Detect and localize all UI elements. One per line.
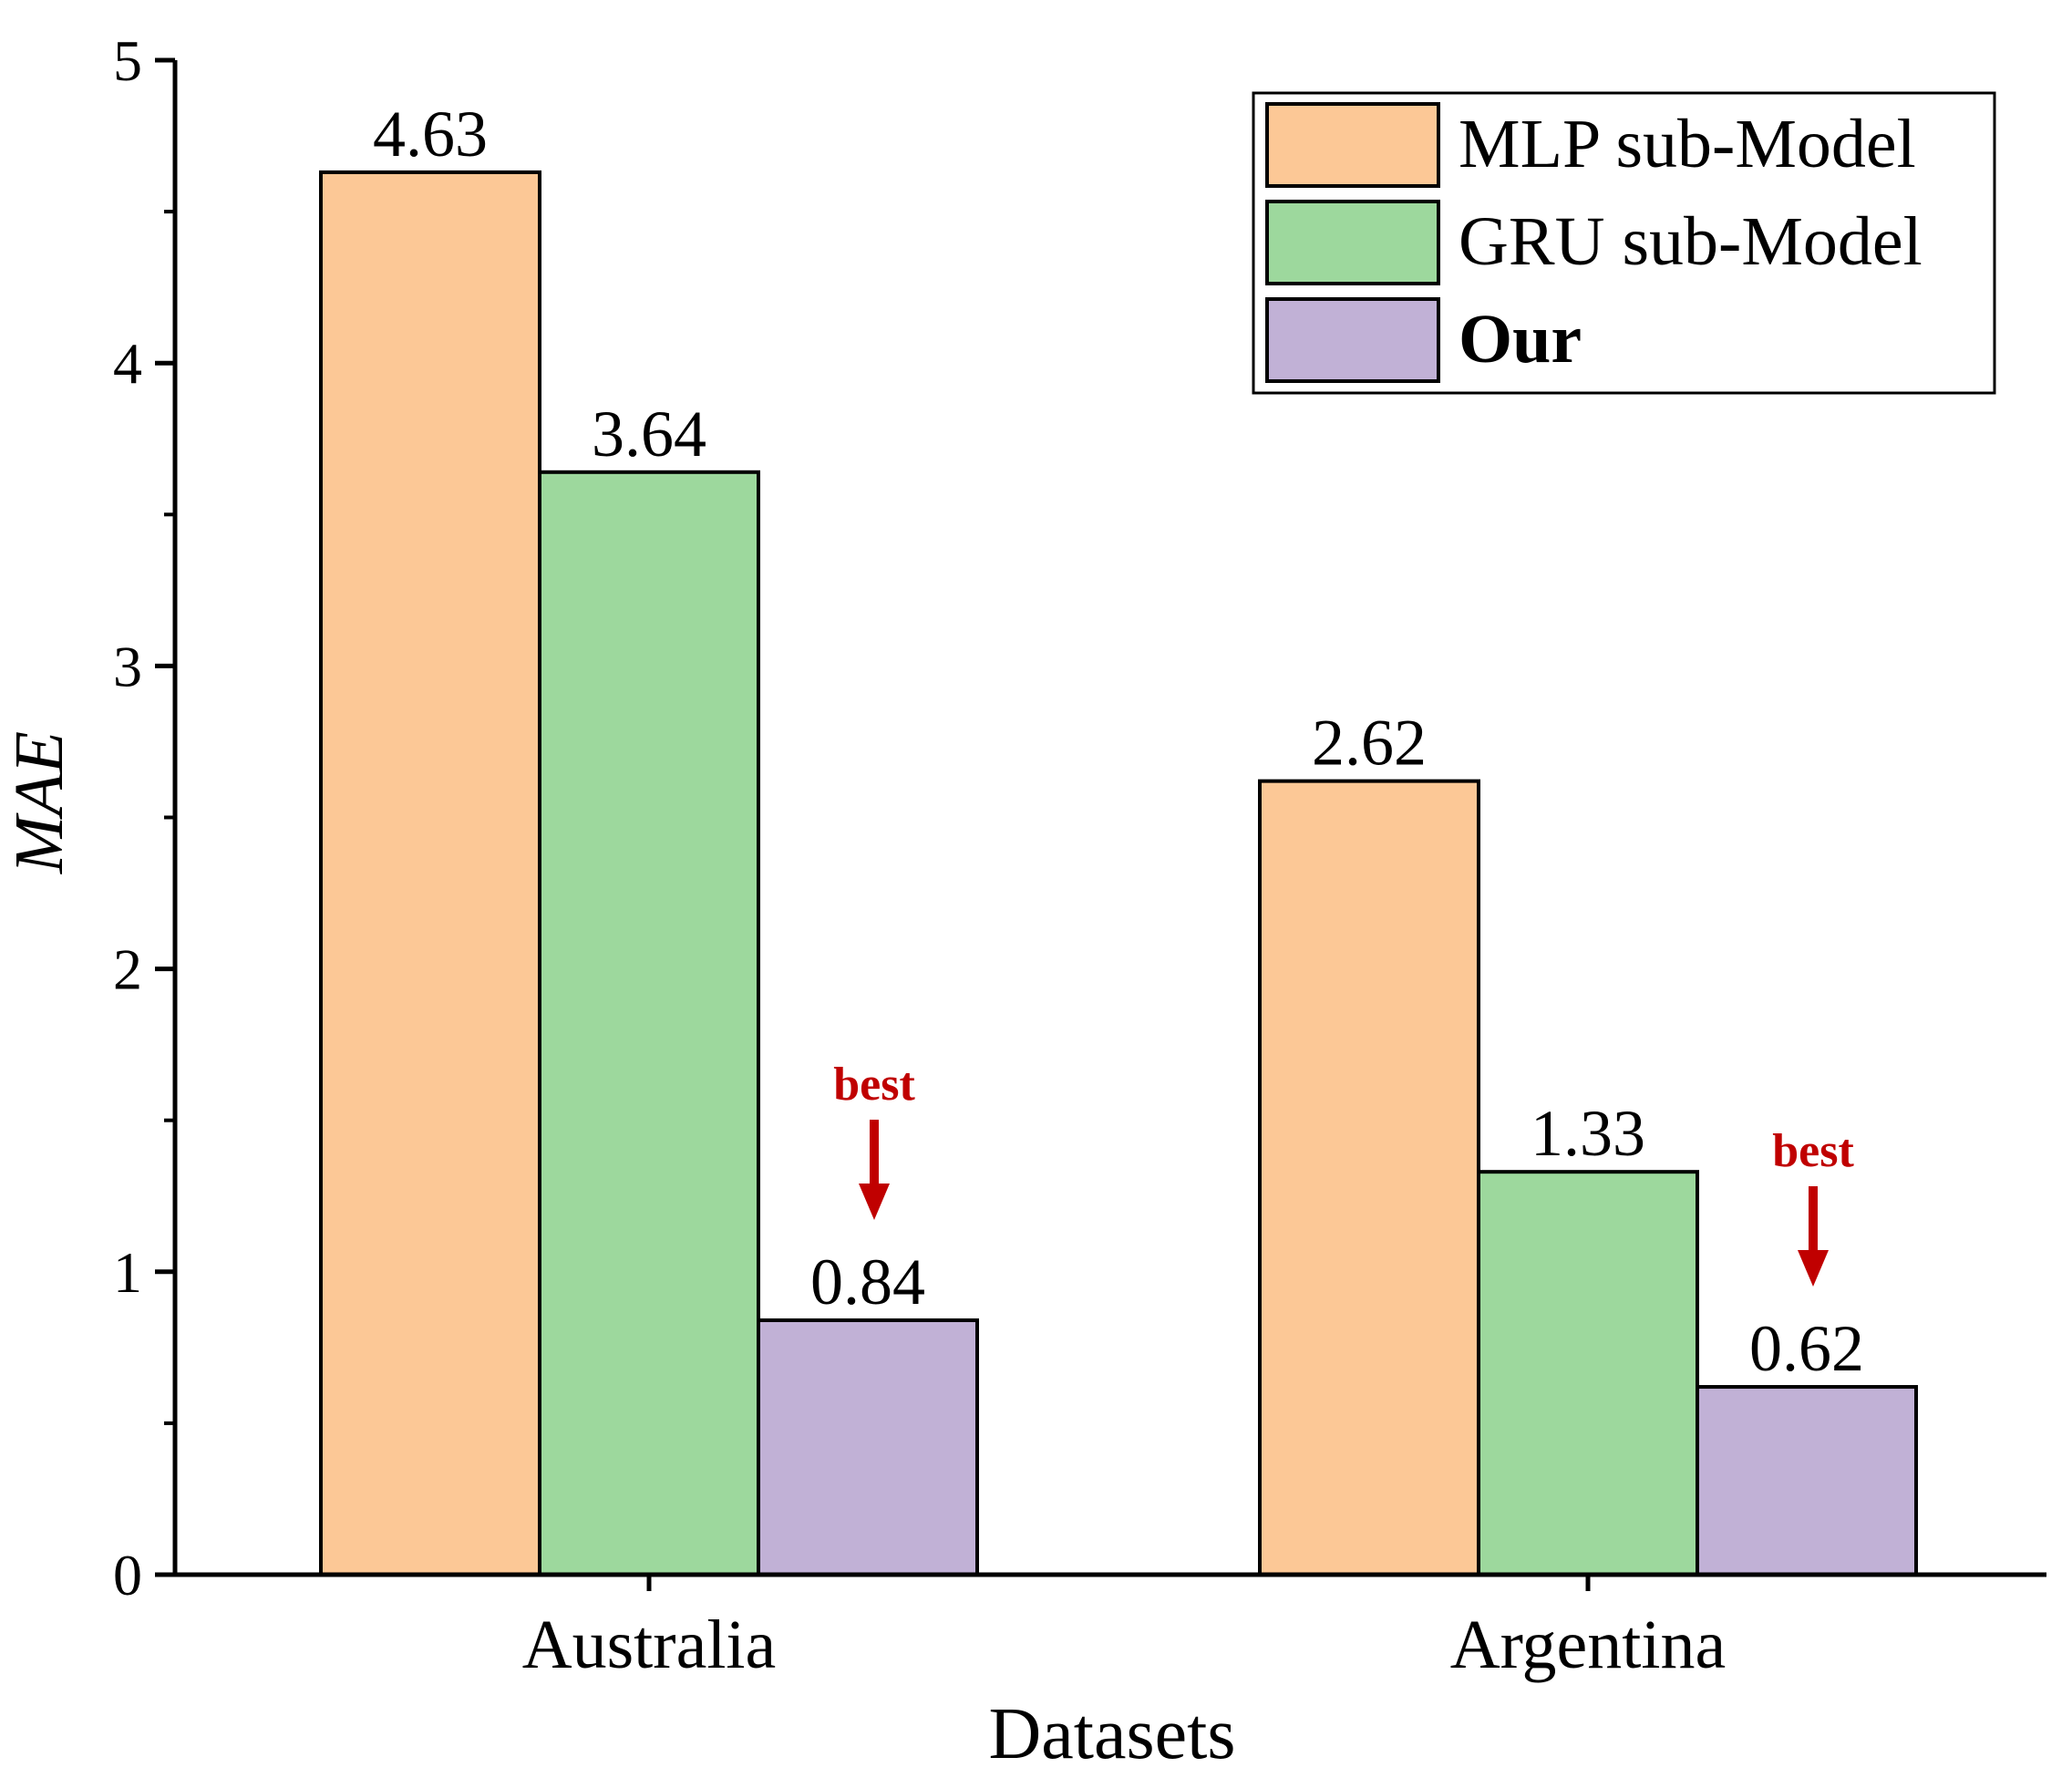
- bars-layer: [319, 170, 1918, 1577]
- bar-australia-gru-sub-model: [538, 470, 760, 1576]
- best-arrow-head: [1798, 1250, 1829, 1287]
- legend-label-gru-sub-model: GRU sub-Model: [1459, 203, 1923, 280]
- legend-swatch-mlp-sub-model: [1265, 102, 1440, 188]
- x-tick-label-argentina: Argentina: [1450, 1607, 1727, 1683]
- y-tick-label: 4: [113, 331, 142, 396]
- legend-swatch-gru-sub-model: [1265, 200, 1440, 285]
- best-annotation-argentina: best: [1772, 1125, 1854, 1287]
- value-label-argentina-our: 0.62: [1749, 1312, 1864, 1385]
- legend: MLP sub-Model GRU sub-Model Our: [1252, 91, 1996, 395]
- bar-australia-our: [757, 1318, 979, 1577]
- value-labels-layer: 4.63 3.64 0.84 2.62 1.33 0.62: [373, 98, 1864, 1385]
- bar-argentina-gru-sub-model: [1477, 1170, 1699, 1576]
- y-tick-label: 3: [113, 634, 142, 698]
- best-label: best: [833, 1059, 915, 1111]
- bar-australia-mlp-sub-model: [319, 170, 541, 1577]
- y-axis-label: MAE: [1, 731, 77, 874]
- y-tick-label: 2: [113, 937, 142, 1002]
- best-annotation-australia: best: [833, 1059, 915, 1220]
- value-label-australia-our: 0.84: [810, 1246, 925, 1318]
- value-label-australia-mlp-sub-model: 4.63: [373, 98, 488, 171]
- best-arrow-head: [859, 1183, 890, 1220]
- x-axis-label: Datasets: [988, 1694, 1235, 1774]
- bar-argentina-mlp-sub-model: [1258, 779, 1480, 1576]
- legend-label-our: Our: [1459, 301, 1582, 377]
- best-label: best: [1772, 1125, 1854, 1177]
- bar-argentina-our: [1696, 1385, 1918, 1577]
- y-ticks-layer: 0 1 2 3 4 5: [113, 28, 175, 1607]
- legend-swatch-our: [1265, 297, 1440, 383]
- legend-label-mlp-sub-model: MLP sub-Model: [1459, 106, 1916, 182]
- x-tick-label-australia: Australia: [522, 1607, 777, 1683]
- x-ticks-layer: Australia Argentina: [522, 1575, 1727, 1683]
- value-label-argentina-gru-sub-model: 1.33: [1531, 1097, 1645, 1170]
- value-label-australia-gru-sub-model: 3.64: [592, 398, 706, 470]
- y-tick-label: 1: [113, 1240, 142, 1305]
- value-label-argentina-mlp-sub-model: 2.62: [1312, 707, 1427, 780]
- annotations-layer: best best: [833, 1059, 1854, 1287]
- y-tick-label: 0: [113, 1543, 142, 1607]
- y-tick-label: 5: [113, 28, 142, 93]
